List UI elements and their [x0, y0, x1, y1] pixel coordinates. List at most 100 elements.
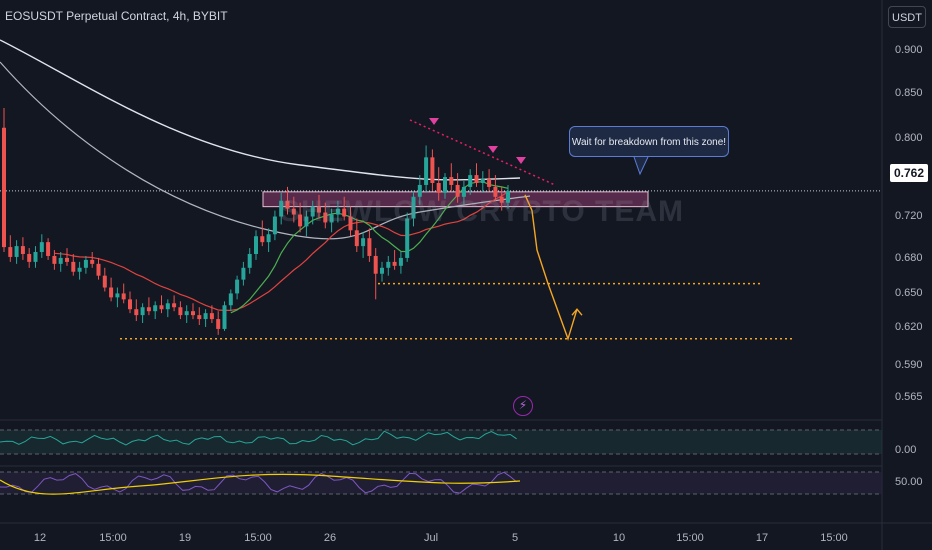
price-tick-label: 0.620 [895, 321, 923, 333]
candle-body [424, 157, 429, 185]
candle-body [209, 313, 214, 320]
candle-body [146, 307, 151, 312]
candle-body [65, 257, 69, 262]
candle-body [71, 261, 76, 272]
time-tick-label: Jul [424, 532, 438, 544]
watermark-text: SHEWLOW CRYPTO TEAM [280, 195, 684, 228]
candle-body [172, 303, 177, 308]
candle-body [178, 307, 183, 316]
candle-body [197, 315, 202, 320]
time-tick-label: 10 [613, 532, 625, 544]
candle-body [260, 236, 265, 243]
annotation-callout[interactable]: Wait for breakdown from this zone! [569, 126, 729, 157]
candle-body [398, 257, 403, 266]
candle-body [96, 263, 101, 276]
candle-body [272, 216, 277, 235]
candle-body [361, 238, 366, 247]
candle-body [455, 184, 460, 197]
candle-body [52, 255, 57, 264]
candle-body [2, 127, 6, 248]
osc1-level-label: 0.00 [895, 444, 916, 456]
candle-body [310, 206, 315, 217]
candle-body [90, 259, 95, 264]
candle-body [323, 212, 328, 223]
candle-body [241, 267, 246, 280]
candle-body [380, 267, 384, 274]
candle-body [8, 247, 13, 257]
swing-high-marker [429, 118, 439, 125]
price-tick-label: 0.650 [895, 287, 923, 299]
candle-body [474, 175, 479, 183]
candle-body [386, 261, 391, 268]
candle-body [436, 182, 441, 193]
price-tick-label: 0.590 [895, 359, 923, 371]
osc1-line [0, 430, 517, 446]
ma-red-line [54, 191, 509, 311]
price-tick-label: 0.850 [895, 87, 923, 99]
time-tick-label: 5 [512, 532, 518, 544]
candle-body [77, 267, 82, 272]
candle-body [298, 214, 303, 227]
ma-long-line [0, 39, 521, 181]
ma-green-line [230, 180, 509, 314]
symbol-title[interactable]: EOSUSDT Perpetual Contract, 4h, BYBIT [5, 9, 228, 23]
candle-body [285, 200, 290, 209]
candle-body [159, 305, 164, 310]
time-tick-label: 15:00 [820, 532, 848, 544]
candle-body [411, 196, 416, 219]
candle-body [134, 309, 139, 316]
candle-body [140, 307, 145, 316]
candle-body [109, 287, 114, 298]
projection-arrowhead [571, 308, 583, 316]
price-tick-label: 0.900 [895, 44, 923, 56]
price-tick-label: 0.565 [895, 391, 923, 403]
candle-body [461, 186, 466, 197]
candle-body [449, 177, 454, 185]
callout-tail [633, 156, 649, 176]
candle-body [266, 234, 271, 243]
time-tick-label: 17 [756, 532, 768, 544]
price-tick-label: 0.720 [895, 210, 923, 222]
candle-body [20, 246, 25, 254]
candle-body [493, 186, 498, 197]
candle-body [115, 293, 120, 298]
candle-body [14, 246, 19, 257]
candle-body [247, 253, 252, 268]
candle-body [373, 255, 378, 274]
candle-body [329, 214, 334, 223]
candle-body [46, 242, 51, 256]
candle-body [83, 259, 88, 268]
time-tick-label: 15:00 [676, 532, 704, 544]
candle-body [367, 238, 372, 256]
candle-body [235, 279, 240, 294]
projection-path [524, 194, 578, 342]
swing-high-marker [488, 146, 498, 153]
candle-body [216, 319, 221, 329]
candle-body [499, 196, 504, 203]
candle-body [191, 311, 195, 316]
price-tick-label: 0.800 [895, 132, 923, 144]
time-tick-label: 19 [179, 532, 191, 544]
candle-body [153, 305, 158, 312]
candle-body [33, 252, 38, 262]
candle-body [121, 293, 126, 300]
candle-body [417, 184, 422, 197]
candle-body [443, 177, 447, 193]
candle-body [102, 275, 107, 288]
time-tick-label: 12 [34, 532, 46, 544]
candle-body [468, 175, 473, 187]
candle-body [58, 257, 63, 264]
currency-button[interactable]: USDT [888, 6, 926, 28]
lightning-icon[interactable]: ⚡ [513, 396, 533, 416]
candle-body [184, 311, 189, 316]
time-tick-label: 26 [324, 532, 336, 544]
candle-body [279, 200, 284, 217]
candle-body [354, 230, 359, 247]
osc2-level-label: 50.00 [895, 476, 923, 488]
ma-mid-line [0, 61, 531, 240]
candle-body [228, 293, 233, 306]
candle-body [203, 313, 208, 320]
candle-body [430, 157, 435, 183]
